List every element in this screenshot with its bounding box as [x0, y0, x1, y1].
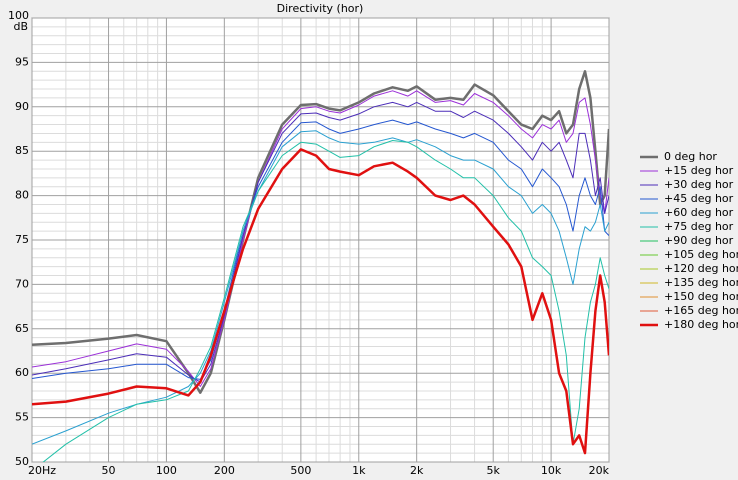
legend-label: +90 deg hor [664, 234, 734, 247]
legend-label: +15 deg hor [664, 164, 734, 177]
y-tick-label: 55 [15, 411, 29, 424]
x-tick-label: 20Hz [28, 464, 56, 477]
y-tick-label: 60 [15, 366, 29, 379]
y-tick-label: 70 [15, 277, 29, 290]
x-tick-label: 10k [541, 464, 562, 477]
y-tick-label: 65 [15, 322, 29, 335]
x-tick-label: 50 [102, 464, 116, 477]
x-tick-label: 1k [352, 464, 366, 477]
legend-label: +60 deg hor [664, 206, 734, 219]
legend-label: +135 deg hor [664, 276, 738, 289]
y-tick-label: 75 [15, 233, 29, 246]
legend-label: +120 deg hor [664, 262, 738, 275]
legend-label: +45 deg hor [664, 192, 734, 205]
legend-label: +165 deg hor [664, 304, 738, 317]
y-tick-label: 85 [15, 144, 29, 157]
y-tick-label: 80 [15, 189, 29, 202]
x-tick-label: 100 [156, 464, 177, 477]
legend-label: 0 deg hor [664, 150, 717, 163]
y-tick-label: 50 [15, 455, 29, 468]
y-tick-label: 90 [15, 100, 29, 113]
series-line [32, 130, 609, 445]
legend-label: +180 deg hor [664, 318, 738, 331]
legend-label: +30 deg hor [664, 178, 734, 191]
y-tick-label: 95 [15, 55, 29, 68]
x-tick-label: 5k [487, 464, 501, 477]
legend-label: +105 deg hor [664, 248, 738, 261]
x-tick-label: 2k [410, 464, 424, 477]
series-line [32, 101, 609, 383]
legend-label: +150 deg hor [664, 290, 738, 303]
series-line [32, 148, 609, 455]
x-tick-label: 20k [589, 464, 610, 477]
series-line [32, 90, 609, 387]
legend-label: +75 deg hor [664, 220, 734, 233]
chart-title: Directivity (hor) [277, 2, 364, 15]
x-tick-label: 500 [290, 464, 311, 477]
x-tick-label: 200 [214, 464, 235, 477]
series-line [42, 140, 609, 462]
series-line [32, 70, 609, 394]
y-tick-label: 100 [8, 9, 29, 22]
y-axis-label: dB [13, 20, 28, 33]
